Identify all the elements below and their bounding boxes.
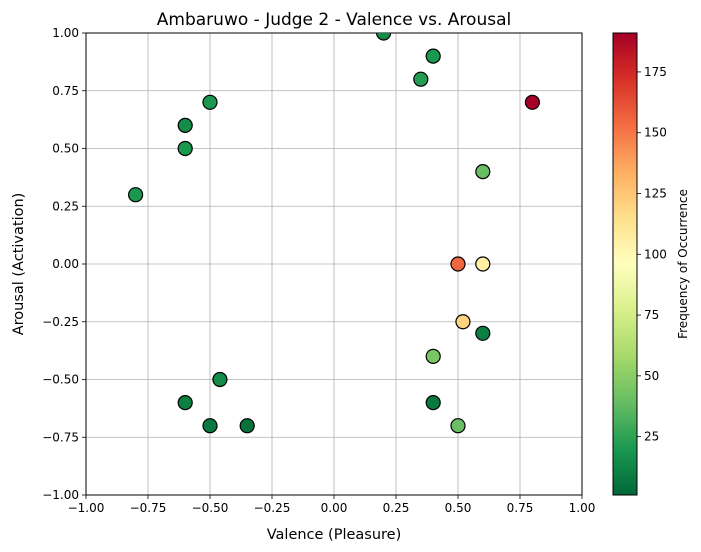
grid xyxy=(85,32,583,496)
colorbar-label: Frequency of Occurrence xyxy=(676,189,690,339)
x-tick-label: 0.25 xyxy=(383,501,410,515)
y-tick-label: 0.00 xyxy=(52,257,79,271)
colorbar-ticks: 25 50 75 100 125 150 175 xyxy=(637,65,667,444)
data-point xyxy=(475,164,491,180)
colorbar-tick-label: 50 xyxy=(644,369,659,383)
x-tick-label: 0.50 xyxy=(445,501,472,515)
data-point xyxy=(212,371,228,388)
y-tick-label: 0.25 xyxy=(52,199,79,213)
data-point xyxy=(177,117,193,134)
y-tick-label: 0.50 xyxy=(52,142,79,156)
x-axis-ticks: −1.00 −0.75 −0.50 −0.25 0.00 0.25 0.50 0.75 1.00 xyxy=(68,495,596,515)
data-point xyxy=(413,71,429,87)
y-axis-label: Arousal (Activation) xyxy=(11,193,27,336)
y-tick-label: 1.00 xyxy=(52,26,79,40)
colorbar-tick-label: 150 xyxy=(644,126,667,140)
data-point xyxy=(128,187,144,203)
x-tick-label: −0.50 xyxy=(192,501,229,515)
colorbar-tick-label: 175 xyxy=(644,65,667,79)
data-point xyxy=(475,325,491,341)
x-axis-label: Valence (Pleasure) xyxy=(267,527,402,543)
x-tick-label: −1.00 xyxy=(68,501,105,515)
x-tick-label: 0.00 xyxy=(321,501,348,515)
data-point xyxy=(450,418,466,434)
y-tick-label: −0.50 xyxy=(42,373,79,387)
colorbar-tick-label: 75 xyxy=(644,308,659,322)
colorbar xyxy=(612,32,638,496)
y-axis-ticks: −1.00 −0.75 −0.50 −0.25 0.00 0.25 0.50 0.75 1.00 xyxy=(42,26,86,502)
data-point xyxy=(475,256,491,272)
data-point xyxy=(455,314,471,330)
data-point xyxy=(177,395,193,411)
y-tick-label: −0.25 xyxy=(42,315,79,329)
x-tick-label: −0.75 xyxy=(130,501,167,515)
x-tick-label: 1.00 xyxy=(569,501,596,515)
data-point xyxy=(202,418,218,434)
data-point xyxy=(524,94,541,110)
colorbar-tick-label: 100 xyxy=(644,247,667,261)
x-tick-label: −0.25 xyxy=(254,501,291,515)
y-tick-label: −1.00 xyxy=(42,488,79,502)
data-point xyxy=(450,256,466,272)
data-points xyxy=(128,33,541,434)
data-point xyxy=(376,33,392,41)
y-tick-label: 0.75 xyxy=(52,84,79,98)
data-point xyxy=(202,94,218,110)
plot-area xyxy=(85,32,583,496)
colorbar-tick-label: 125 xyxy=(644,186,667,200)
data-point xyxy=(239,418,255,434)
data-point xyxy=(425,348,441,364)
data-point xyxy=(177,140,193,157)
y-tick-label: −0.75 xyxy=(42,430,79,444)
colorbar-tick-label: 25 xyxy=(644,430,659,444)
data-point xyxy=(425,48,441,64)
chart-title: Ambaruwo - Judge 2 - Valence vs. Arousal xyxy=(157,10,511,30)
data-point xyxy=(425,395,441,411)
x-tick-label: 0.75 xyxy=(507,501,534,515)
